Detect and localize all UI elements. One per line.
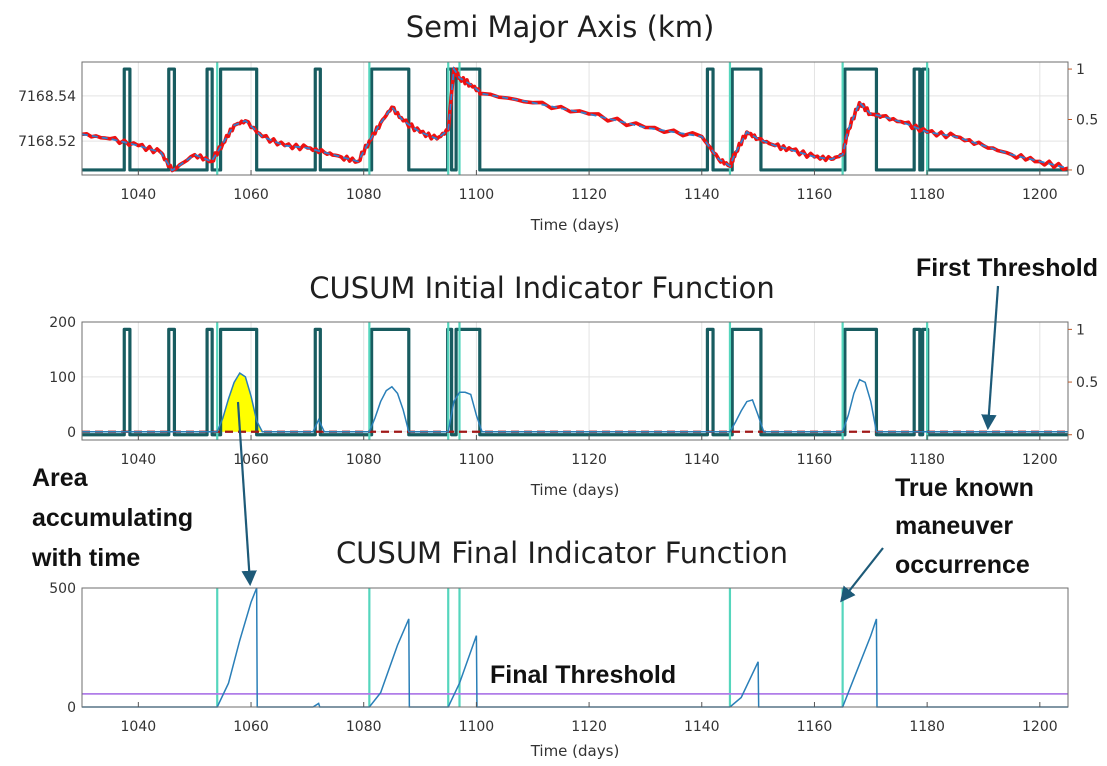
cusum-final-x-ticks: 1040 1060 1080 1100 1120 1140 1160 1180 1200 <box>121 702 1058 735</box>
cusum-final-y-tick-label: 0 <box>67 700 76 716</box>
sma-y2-tick-label: 0.5 <box>1076 113 1098 129</box>
cusum-initial-x-ticks: 1040 1060 1080 1100 1120 1140 1160 1180 1200 <box>121 435 1058 468</box>
cusum-final-x-tick-label: 1200 <box>1022 719 1058 735</box>
area-label-line3: with time <box>31 544 140 572</box>
cusum-final-x-tick-label: 1120 <box>571 719 607 735</box>
cusum-final-x-tick-label: 1140 <box>684 719 720 735</box>
cusum-initial-detection-indicator <box>82 327 1068 437</box>
cusum-initial-x-tick-label: 1140 <box>684 452 720 468</box>
cusum-final-x-tick-label: 1100 <box>459 719 495 735</box>
cusum-final-xlabel: Time (days) <box>530 742 620 760</box>
cusum-initial-maneuver-lines <box>216 322 929 440</box>
sma-x-tick-label: 1100 <box>459 187 495 203</box>
cusum-initial-x-tick-label: 1060 <box>233 452 269 468</box>
cusum-initial-x-tick-label: 1200 <box>1022 452 1058 468</box>
sma-y-tick-label: 7168.52 <box>18 134 76 150</box>
sma-smoothed-line <box>81 66 1069 172</box>
cusum-initial-line <box>82 371 1068 433</box>
sma-xlabel: Time (days) <box>530 216 620 234</box>
cusum-initial-x-tick-label: 1180 <box>909 452 945 468</box>
cusum-initial-y-tick-label: 200 <box>49 315 76 331</box>
area-arrow <box>236 401 257 587</box>
cusum-initial-title: CUSUM Initial Indicator Function <box>309 271 775 305</box>
sma-x-tick-label: 1140 <box>684 187 720 203</box>
first-threshold-label: First Threshold <box>916 254 1098 282</box>
sma-x-tick-label: 1200 <box>1022 187 1058 203</box>
cusum-initial-x-tick-label: 1100 <box>459 452 495 468</box>
accumulated-area <box>217 373 263 432</box>
first-threshold-arrow <box>981 285 1000 431</box>
sma-x-tick-label: 1120 <box>571 187 607 203</box>
area-label-line1: Area <box>32 464 89 492</box>
sma-indicator-step <box>82 67 1068 172</box>
sma-y-ticks: 7168.52 7168.54 <box>18 89 76 150</box>
cusum-final-line <box>82 587 1068 708</box>
sma-x-tick-label: 1060 <box>233 187 269 203</box>
sma-title: Semi Major Axis (km) <box>406 10 715 44</box>
accumulated-area-fill <box>217 373 263 432</box>
sma-grid <box>82 62 1068 175</box>
final-threshold-label: Final Threshold <box>490 661 676 689</box>
cusum-final-panel: CUSUM Final Indicator Function 1040 1060 1… <box>49 536 1069 760</box>
sma-y2-tick-label: 0 <box>1076 163 1085 179</box>
sma-x-ticks: 1040 1060 1080 1100 1120 1140 1160 1180 1200 <box>121 170 1058 203</box>
sma-y2-ticks: 00.51 <box>1068 62 1098 179</box>
cusum-initial-series <box>82 371 1068 433</box>
sma-series <box>81 66 1069 173</box>
cusum-final-x-tick-label: 1160 <box>797 719 833 735</box>
cusum-final-x-tick-label: 1080 <box>346 719 382 735</box>
true-maneuver-label-line3: occurrence <box>895 551 1030 579</box>
cusum-initial-panel: CUSUM Initial Indicator Function 1040 106… <box>49 271 1098 499</box>
cusum-initial-y-ticks: 0 100 200 <box>49 315 76 441</box>
cusum-final-series <box>82 587 1068 708</box>
sma-x-tick-label: 1160 <box>797 187 833 203</box>
annotations: First Threshold Area accumulating with t… <box>31 254 1098 689</box>
area-label-line2: accumulating <box>32 504 193 532</box>
sma-y-tick-label: 7168.54 <box>18 89 76 105</box>
cusum-final-y-tick-label: 500 <box>49 581 76 597</box>
cusum-final-axes-box <box>81 587 1069 708</box>
true-maneuver-label-line1: True known <box>895 474 1034 502</box>
cusum-initial-indicator-step <box>82 327 1068 437</box>
cusum-initial-x-tick-label: 1120 <box>571 452 607 468</box>
true-maneuver-label-line2: maneuver <box>895 512 1013 540</box>
sma-x-tick-label: 1180 <box>909 187 945 203</box>
cusum-initial-axes-box <box>81 321 1069 441</box>
cusum-final-x-tick-label: 1040 <box>121 719 157 735</box>
sma-raw-line <box>81 67 1069 173</box>
cusum-initial-x-tick-label: 1040 <box>121 452 157 468</box>
cusum-final-x-tick-label: 1060 <box>233 719 269 735</box>
cusum-final-title: CUSUM Final Indicator Function <box>336 536 788 570</box>
sma-x-tick-label: 1040 <box>121 187 157 203</box>
cusum-initial-y-tick-label: 100 <box>49 370 76 386</box>
cusum-final-x-tick-label: 1180 <box>909 719 945 735</box>
cusum-initial-y2-tick-label: 1 <box>1076 322 1085 338</box>
cusum-initial-y2-tick-label: 0 <box>1076 428 1085 444</box>
cusum-initial-x-tick-label: 1080 <box>346 452 382 468</box>
sma-axes-box <box>81 61 1069 176</box>
cusum-initial-xlabel: Time (days) <box>530 481 620 499</box>
true-maneuver-arrow <box>840 547 884 603</box>
sma-x-tick-label: 1080 <box>346 187 382 203</box>
cusum-initial-x-tick-label: 1160 <box>797 452 833 468</box>
sma-panel: Semi Major Axis (km) 1040 1060 1080 1100 112… <box>18 10 1098 234</box>
cusum-final-maneuver-lines <box>216 588 844 707</box>
cusum-final-y-ticks: 0 500 <box>49 581 76 716</box>
sma-detection-indicator <box>82 67 1068 172</box>
cusum-initial-y-tick-label: 0 <box>67 425 76 441</box>
sma-y2-tick-label: 1 <box>1076 62 1085 78</box>
cusum-initial-y2-tick-label: 0.5 <box>1076 375 1098 391</box>
cusum-initial-y2-ticks: 00.51 <box>1068 322 1098 444</box>
